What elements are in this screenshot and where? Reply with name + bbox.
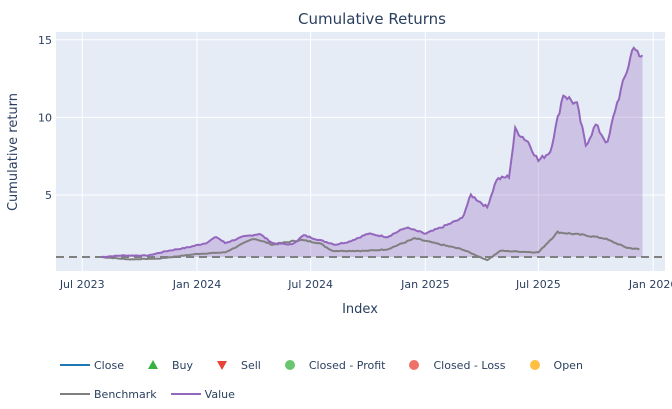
x-tick-label: Jul 2023 (59, 278, 105, 291)
x-tick-label: Jan 2026 (628, 278, 672, 291)
legend-triangle-down-icon (207, 358, 237, 372)
legend-circle-icon (520, 358, 550, 372)
y-axis-label: Cumulative return (6, 93, 21, 211)
legend-circle-icon (399, 358, 429, 372)
legend-item-closed-loss[interactable]: Closed - Loss (399, 358, 506, 372)
x-tick-label: Jul 2025 (515, 278, 561, 291)
legend-label: Closed - Profit (308, 358, 386, 372)
legend-line-icon (170, 387, 201, 401)
legend-line-icon (60, 358, 90, 372)
legend-label: Close (94, 358, 124, 372)
legend-label: Buy (171, 358, 193, 372)
legend-item-close[interactable]: Close (60, 358, 124, 372)
legend-label: Benchmark (94, 387, 157, 401)
legend-item-buy[interactable]: Buy (138, 358, 193, 372)
plot-area (56, 32, 665, 271)
legend-triangle-up-icon (138, 358, 168, 372)
legend-circle-icon (275, 358, 305, 372)
legend-item-open[interactable]: Open (520, 358, 583, 372)
legend-row-2: Benchmark Value (60, 387, 249, 401)
value-series-line (101, 46, 644, 259)
legend-row-1: Close Buy Sell Closed - Profit Closed - Loss… (60, 358, 597, 372)
legend-line-icon (60, 387, 90, 401)
legend-label: Closed - Loss (433, 358, 506, 372)
x-tick-label: Jan 2025 (400, 278, 449, 291)
benchmark-series-line (101, 230, 640, 262)
legend-item-benchmark[interactable]: Benchmark (60, 387, 157, 401)
legend-label: Sell (241, 358, 261, 372)
legend-label: Open (553, 358, 583, 372)
legend-item-sell[interactable]: Sell (207, 358, 261, 372)
x-tick-label: Jul 2024 (287, 278, 333, 291)
cumulative-returns-chart: Cumulative Returns Index Cumulative retu… (6, 10, 672, 317)
value-fill-area (101, 47, 643, 258)
chart-title: Cumulative Returns (298, 10, 446, 28)
y-tick-label: 10 (38, 111, 52, 124)
y-tick-label: 15 (38, 34, 52, 47)
y-tick-label: 5 (45, 189, 52, 202)
x-axis-label: Index (342, 302, 378, 317)
legend-item-closed-profit[interactable]: Closed - Profit (275, 358, 386, 372)
legend-item-value[interactable]: Value (170, 387, 235, 401)
x-tick-label: Jan 2024 (172, 278, 221, 291)
legend-label: Value (204, 387, 235, 401)
